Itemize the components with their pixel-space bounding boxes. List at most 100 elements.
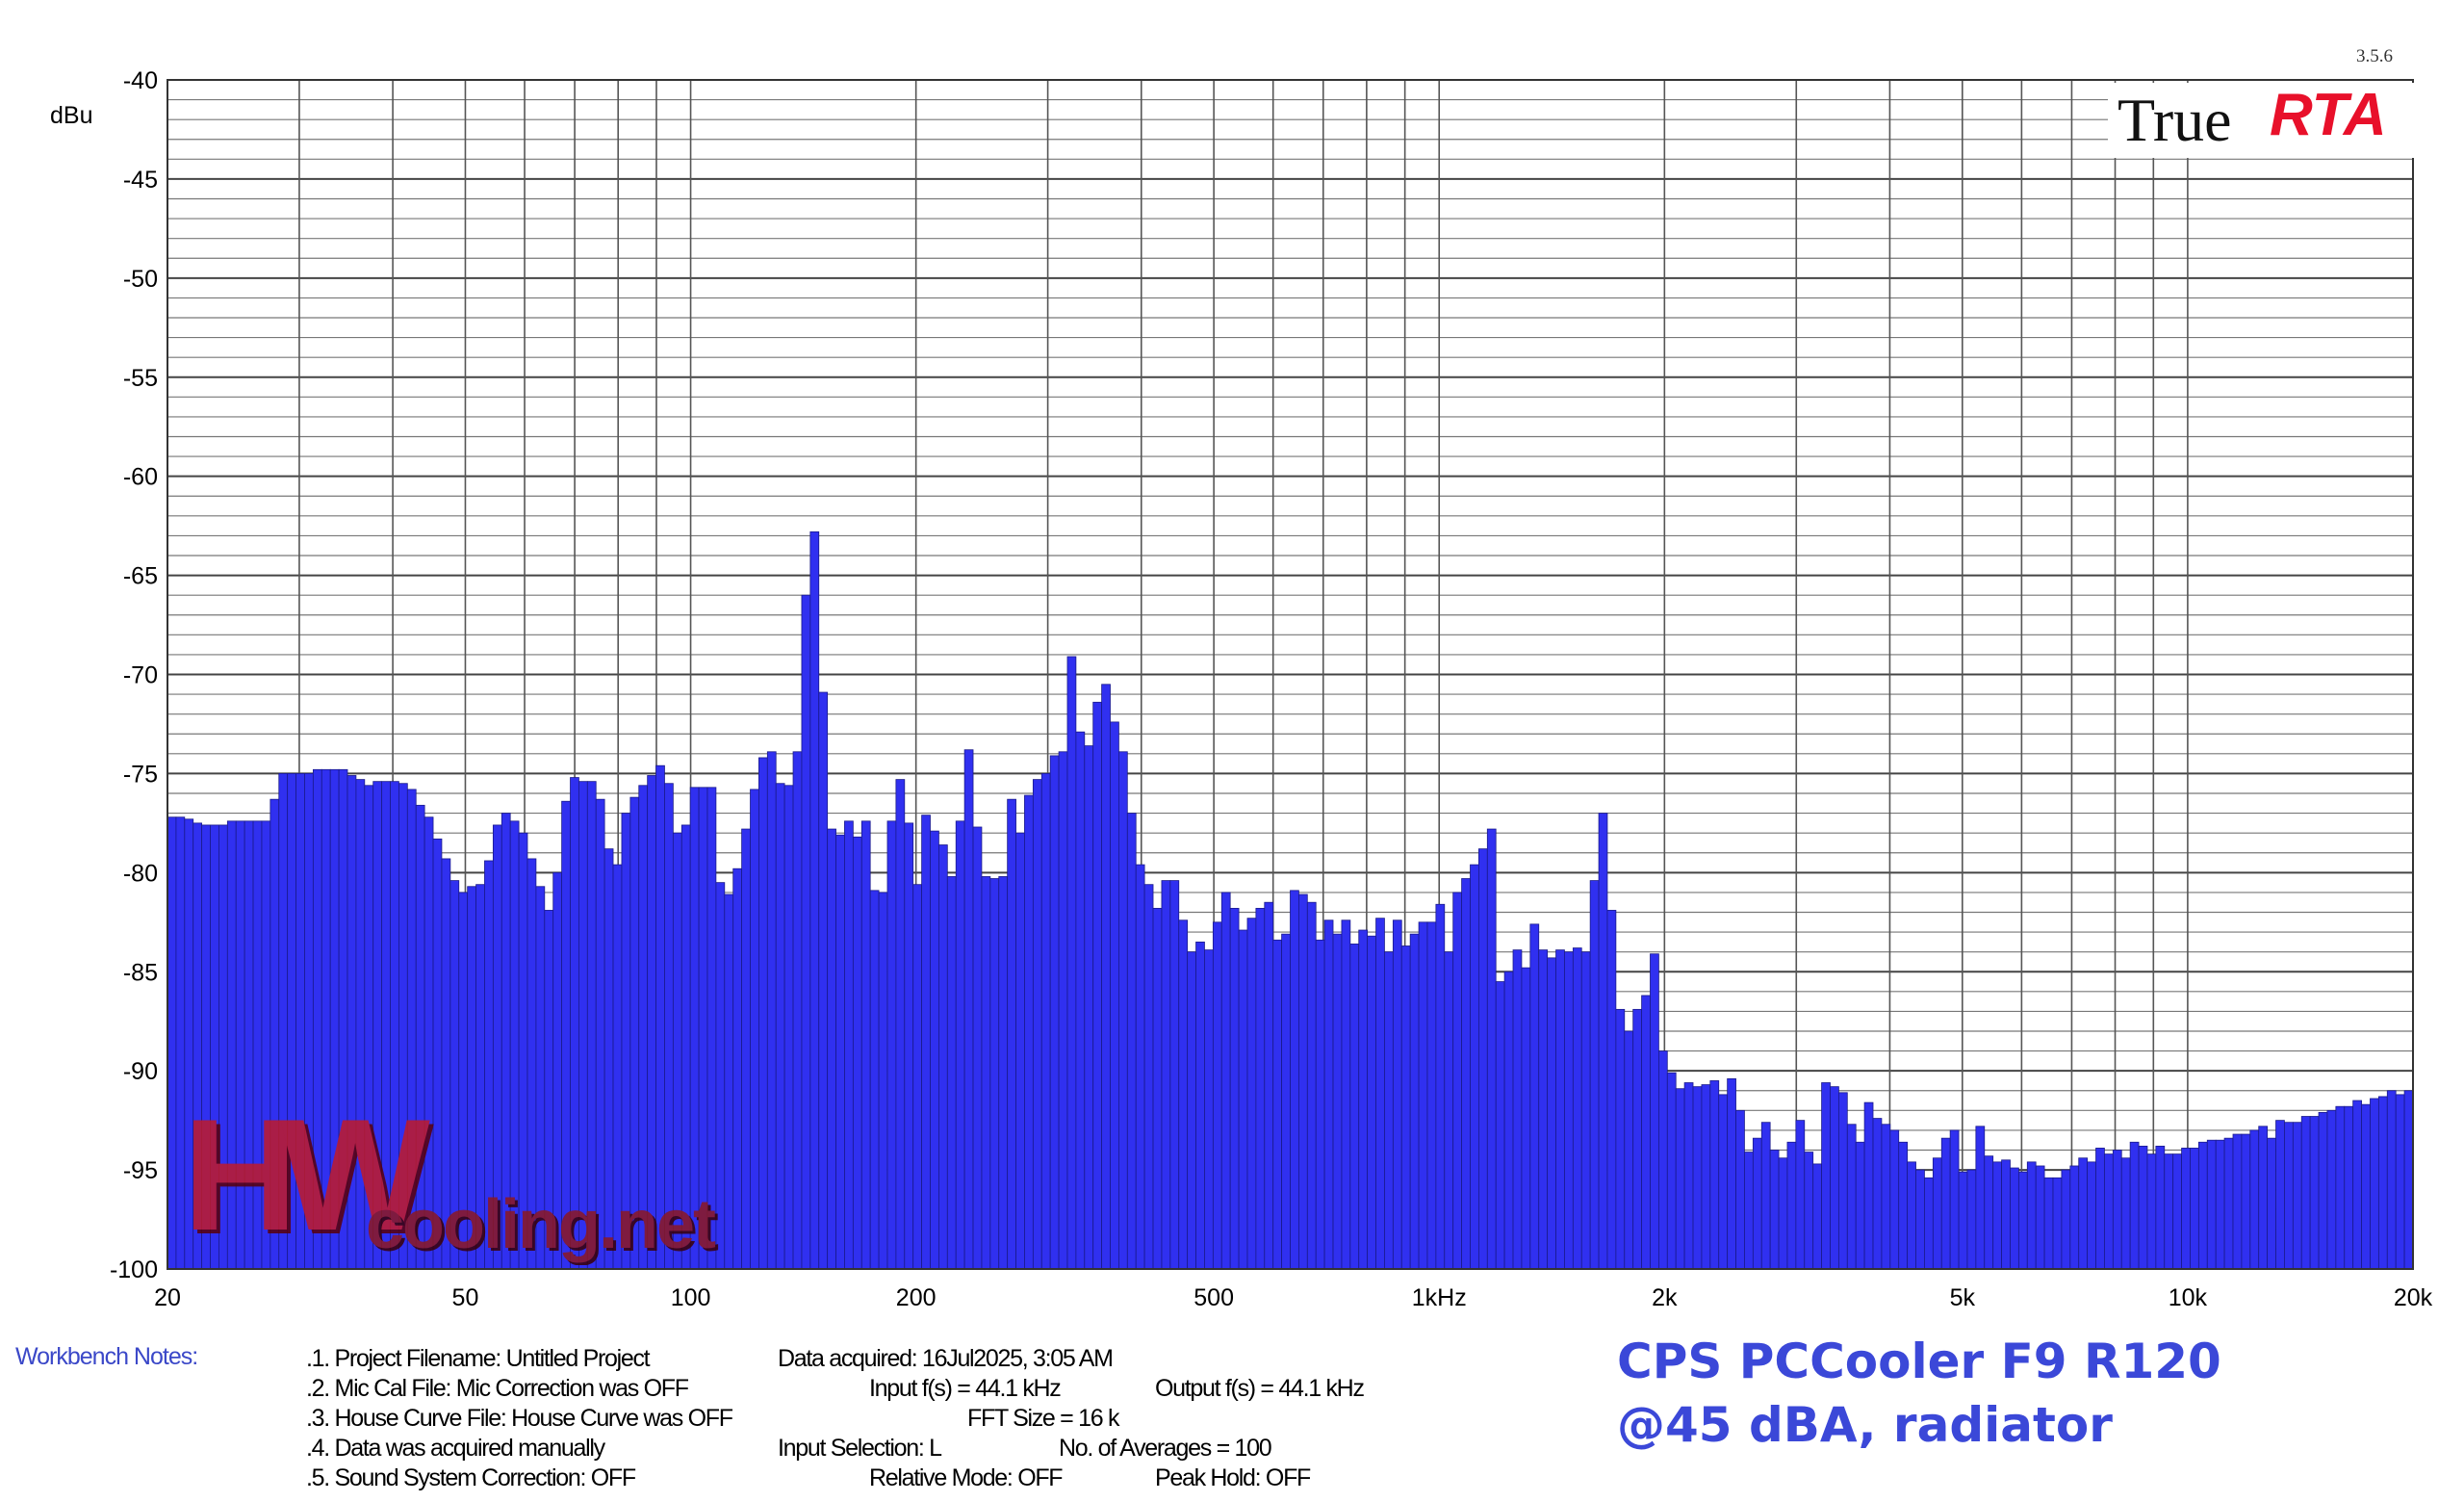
spectrum-bar (1778, 1157, 1788, 1270)
spectrum-bar (912, 884, 923, 1270)
spectrum-bar (1246, 918, 1257, 1270)
spectrum-bar (2292, 1122, 2302, 1270)
x-tick-label: 200 (896, 1284, 937, 1311)
spectrum-bar (775, 783, 785, 1270)
spectrum-bar (835, 834, 845, 1270)
spectrum-bar (1101, 684, 1111, 1270)
spectrum-bar (904, 822, 914, 1270)
spectrum-bar (1503, 971, 1514, 1270)
spectrum-bar (1572, 947, 1582, 1270)
spectrum-bar (1220, 892, 1231, 1270)
spectrum-bar (1958, 1171, 1968, 1270)
spectrum-bar (1418, 921, 1428, 1270)
x-tick-label: 1kHz (1412, 1284, 1467, 1311)
workbench-note: Relative Mode: OFF (869, 1464, 1064, 1491)
spectrum-bar (1272, 939, 1282, 1270)
spectrum-bar (1358, 929, 1369, 1270)
spectrum-bar (1349, 944, 1360, 1270)
spectrum-bar (998, 876, 1009, 1270)
spectrum-bar (1049, 755, 1060, 1270)
spectrum-bar (869, 890, 880, 1270)
spectrum-bar (852, 836, 862, 1270)
spectrum-bar (1804, 1152, 1814, 1270)
spectrum-bar (1709, 1080, 1720, 1270)
spectrum-bar (1863, 1101, 1874, 1270)
spectrum-bar (1538, 949, 1549, 1270)
spectrum-bar (2377, 1096, 2388, 1270)
watermark-hw-mark: HW (183, 1086, 430, 1263)
spectrum-bar (1306, 901, 1317, 1270)
spectrum-bar (1075, 731, 1086, 1270)
spectrum-bar (2386, 1090, 2397, 1270)
spectrum-bar (1486, 828, 1497, 1270)
spectrum-bar (1769, 1150, 1780, 1270)
spectrum-bar (1555, 949, 1565, 1270)
spectrum-bar (2155, 1145, 2166, 1270)
spectrum-bar (2146, 1153, 2157, 1270)
spectrum-bar (1760, 1122, 1771, 1270)
spectrum-bar (946, 876, 957, 1270)
spectrum-bar (1444, 951, 1454, 1270)
spectrum-bar (715, 882, 726, 1270)
x-tick-label: 100 (671, 1284, 711, 1311)
spectrum-bar (2001, 1159, 2011, 1270)
spectrum-bar (2164, 1153, 2174, 1270)
spectrum-bar (1580, 951, 1591, 1270)
x-tick-label: 10k (2169, 1284, 2208, 1311)
x-tick-label: 50 (452, 1284, 479, 1311)
spectrum-bar (1461, 878, 1471, 1270)
spectrum-bar (2249, 1129, 2260, 1270)
spectrum-bar (2352, 1100, 2362, 1270)
spectrum-bar (2258, 1126, 2269, 1270)
spectrum-bar (2120, 1157, 2131, 1270)
watermark-site-text: cooling.net (366, 1186, 716, 1263)
spectrum-bar (1478, 848, 1488, 1270)
x-tick-label: 20 (154, 1284, 181, 1311)
spectrum-bar (2095, 1148, 2105, 1270)
spectrum-bar (1786, 1141, 1797, 1270)
y-tick-label: -85 (123, 959, 158, 986)
spectrum-bar (1495, 981, 1505, 1270)
spectrum-bar (1161, 880, 1171, 1270)
spectrum-bar (1058, 751, 1068, 1270)
spectrum-bar (1632, 1008, 1642, 1270)
spectrum-bar (2069, 1165, 2080, 1270)
spectrum-bar (1872, 1118, 1883, 1270)
workbench-note: Input Selection: L (778, 1435, 942, 1462)
spectrum-bar (2104, 1153, 2114, 1270)
workbench-note: Peak Hold: OFF (1155, 1464, 1311, 1491)
y-tick-label: -100 (110, 1256, 158, 1283)
spectrum-bar (844, 820, 854, 1270)
spectrum-bar (2275, 1120, 2285, 1270)
spectrum-bar (2284, 1122, 2294, 1270)
hwcooling-watermark: HW cooling.net (183, 1086, 716, 1281)
y-tick-label: -80 (123, 860, 158, 887)
x-tick-label: 2k (1652, 1284, 1678, 1311)
spectrum-bar (1606, 910, 1617, 1270)
spectrum-bar (1846, 1124, 1857, 1270)
spectrum-bar (2052, 1177, 2063, 1270)
spectrum-bar (758, 757, 768, 1270)
spectrum-bar (1126, 813, 1137, 1270)
spectrum-bar (1323, 919, 1334, 1270)
truerta-logo: True RTA (2108, 82, 2426, 158)
workbench-note: .1. Project Filename: Untitled Project (306, 1345, 651, 1372)
y-tick-label: -70 (123, 662, 158, 689)
spectrum-bar (1718, 1094, 1729, 1270)
workbench-note: Data acquired: 16Jul2025, 3:05 AM (778, 1345, 1114, 1372)
spectrum-bar (1092, 701, 1102, 1270)
spectrum-bar (1315, 939, 1325, 1270)
spectrum-bar (2112, 1150, 2122, 1270)
spectrum-bar (1204, 949, 1214, 1270)
spectrum-bar (741, 828, 751, 1270)
workbench-note: .4. Data was acquired manually (306, 1435, 605, 1462)
spectrum-bar (1666, 1072, 1677, 1270)
spectrum-bar (963, 749, 974, 1270)
spectrum-bar (2197, 1141, 2208, 1270)
workbench-note: FFT Size = 16 k (967, 1405, 1119, 1432)
spectrum-bar (1135, 864, 1145, 1270)
spectrum-bar (1229, 907, 1240, 1270)
spectrum-bar (1657, 1050, 1668, 1270)
spectrum-bar (2361, 1103, 2371, 1270)
spectrum-bar (1889, 1129, 1900, 1270)
